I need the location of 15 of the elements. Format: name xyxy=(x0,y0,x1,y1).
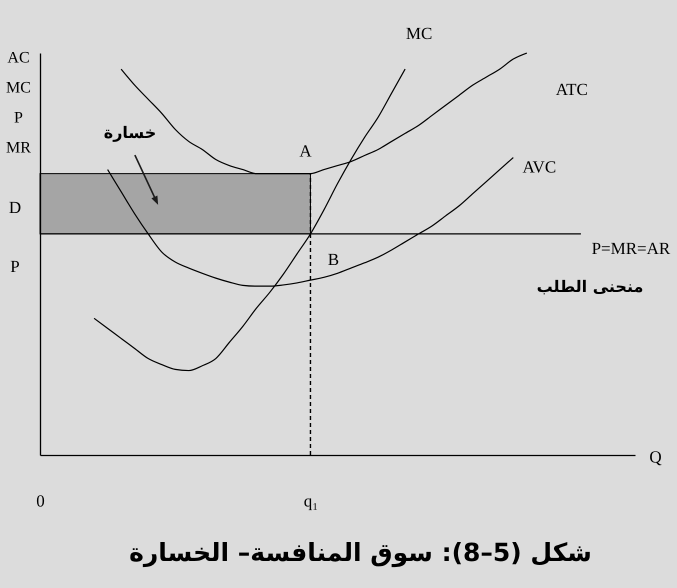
x-tick-label: q₁ xyxy=(304,492,318,510)
annotation: B xyxy=(328,250,340,269)
annotation: A xyxy=(299,142,312,161)
text: شكل (5–8): سوق المنافسة– الخسارة xyxy=(129,538,592,568)
x-axis-title: Q xyxy=(649,448,662,466)
y-axis-title: AC MC P MR xyxy=(6,50,32,156)
series-label: MC xyxy=(406,24,432,44)
x-tick-label: 0 xyxy=(36,492,45,510)
annotation: منحنى الطلب xyxy=(536,277,644,296)
annotation: خسارة xyxy=(104,123,156,142)
text: ATC xyxy=(556,80,588,99)
series-label: P=MR=AR xyxy=(592,238,671,258)
text: P xyxy=(10,257,20,276)
series-label: AVC xyxy=(522,158,556,177)
text: D xyxy=(8,198,22,217)
